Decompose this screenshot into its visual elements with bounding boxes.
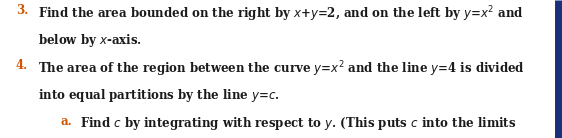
Text: 4.: 4. <box>16 59 28 72</box>
Text: Find the area bounded on the right by $x$+$y$=2, and on the left by $y$=$x^2$ an: Find the area bounded on the right by $x… <box>38 4 524 24</box>
Text: 3.: 3. <box>16 4 28 17</box>
Text: below by $x$-axis.: below by $x$-axis. <box>38 32 142 49</box>
Text: Find $c$ by integrating with respect to $y$. (This puts $c$ into the limits: Find $c$ by integrating with respect to … <box>80 115 517 132</box>
Text: The area of the region between the curve $y$=$x^2$ and the line $y$=4 is divided: The area of the region between the curve… <box>38 59 525 79</box>
Text: into equal partitions by the line $y$=$c$.: into equal partitions by the line $y$=$c… <box>38 87 280 104</box>
Text: a.: a. <box>61 115 72 128</box>
